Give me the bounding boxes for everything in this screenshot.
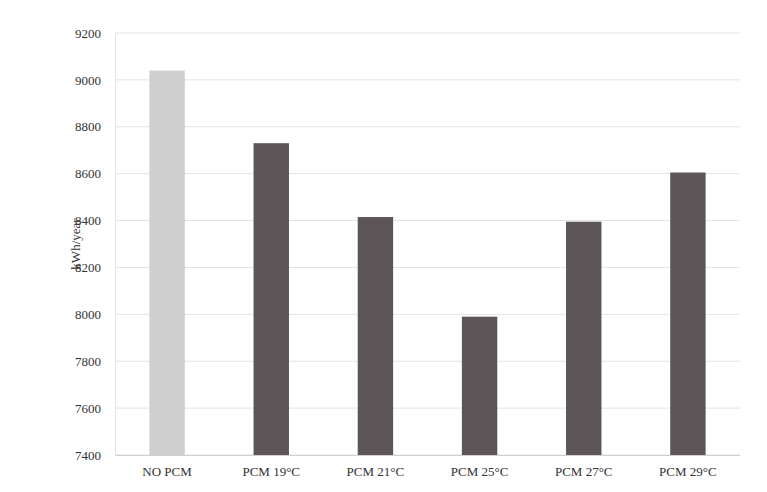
y-tick: 9200 [75, 26, 115, 41]
x-tick-label: PCM 25°C [451, 464, 509, 479]
grid-line [115, 126, 740, 127]
bar [670, 172, 705, 455]
x-tick-label: PCM 19°C [242, 464, 300, 479]
grid-line [115, 408, 740, 409]
grid-line [115, 267, 740, 268]
grid-line [115, 173, 740, 174]
x-tick-label: NO PCM [142, 464, 192, 479]
bar [358, 217, 393, 455]
x-tick-label: PCM 27°C [555, 464, 613, 479]
x-tick: PCM 19°C [242, 464, 300, 479]
y-tick: 8800 [75, 119, 115, 134]
x-tick: NO PCM [142, 464, 192, 479]
y-tick-label: 9200 [75, 26, 101, 41]
y-tick-label: 8000 [75, 307, 101, 322]
plot: 7400760078008000820084008600880090009200… [75, 26, 741, 480]
grid [115, 33, 740, 455]
y-tick-label: 7400 [75, 448, 101, 463]
y-tick: 8600 [75, 166, 115, 181]
x-tick-label: PCM 29°C [659, 464, 717, 479]
x-tick: PCM 21°C [347, 464, 405, 479]
x-axis-line [116, 455, 741, 456]
x-tick: PCM 25°C [451, 464, 509, 479]
bar [149, 71, 184, 455]
y-tick: 9000 [75, 73, 115, 88]
bars [149, 71, 705, 455]
y-tick: 8000 [75, 307, 115, 322]
y-tick-label: 7800 [75, 354, 101, 369]
y-axis-title: kWh/year [68, 218, 83, 270]
grid-line [115, 314, 740, 315]
y-tick-label: 8800 [75, 119, 101, 134]
y-tick-label: 9000 [75, 73, 101, 88]
grid-line [115, 33, 740, 34]
x-tick-label: PCM 21°C [347, 464, 405, 479]
y-tick: 7600 [75, 401, 115, 416]
x-axis: NO PCM PCM 19°C PCM 21°C PCM 25°C PCM 27°C PC… [116, 456, 741, 480]
x-tick: PCM 29°C [659, 464, 717, 479]
y-axis-line [115, 34, 116, 456]
x-tick: PCM 27°C [555, 464, 613, 479]
grid-line [115, 220, 740, 221]
grid-line [115, 361, 740, 362]
chart: 7400760078008000820084008600880090009200… [0, 0, 767, 492]
y-tick-label: 8600 [75, 166, 101, 181]
y-tick-label: 7600 [75, 401, 101, 416]
y-tick: 7400 [75, 448, 115, 463]
grid-line [115, 455, 740, 456]
y-tick: 7800 [75, 354, 115, 369]
bar [254, 143, 289, 455]
bar [462, 317, 497, 455]
grid-line [115, 79, 740, 80]
bar [566, 222, 601, 455]
